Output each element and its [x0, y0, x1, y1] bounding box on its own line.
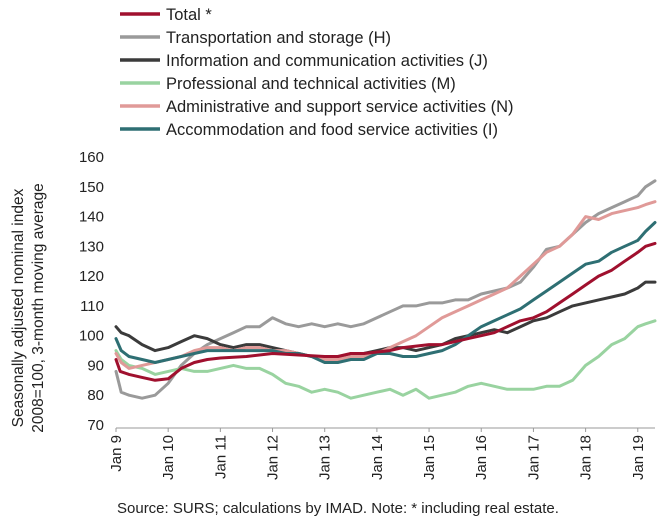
legend-label: Professional and technical activities (M…: [166, 75, 456, 93]
x-axis-tick-labels: Jan 9 Jan 10 Jan 11 Jan 12 Jan 13 Jan 14 Jan 1…: [108, 428, 647, 480]
series-line-5: [114, 221, 657, 364]
legend-label: Total *: [166, 6, 212, 24]
x-tick-label: Jan 11: [212, 435, 229, 479]
legend-label: Accommodation and food service activitie…: [166, 121, 498, 139]
y-tick-label: 160: [79, 149, 104, 166]
x-tick-label: Jan 9: [108, 435, 125, 472]
x-tick-label: Jan 17: [525, 435, 542, 480]
legend-label: Administrative and support service activ…: [166, 98, 514, 116]
legend-label: Transportation and storage (H): [166, 29, 391, 47]
legend-label: Information and communication activities…: [166, 52, 488, 70]
y-axis-title-line-1: Seasonally adjusted nominal index: [10, 188, 27, 427]
x-tick-label: Jan 18: [578, 435, 595, 480]
y-axis-title: Seasonally adjusted nominal index 2008=1…: [10, 183, 47, 432]
x-tick-label: Jan 10: [160, 435, 177, 480]
series-line-3: [114, 319, 657, 400]
x-tick-label: Jan 16: [473, 435, 490, 480]
chart-legend: Total * Transportation and storage (H) Inf…: [120, 6, 514, 139]
y-tick-label: 100: [79, 328, 104, 345]
y-tick-label: 90: [87, 357, 104, 374]
y-tick-label: 80: [87, 387, 104, 404]
series-line-1: [114, 179, 657, 400]
y-tick-label: 130: [79, 238, 104, 255]
y-tick-label: 70: [87, 417, 104, 434]
series-line-0: [114, 241, 657, 382]
y-tick-label: 140: [79, 209, 104, 226]
source-note: Source: SURS; calculations by IMAD. Note…: [117, 500, 559, 517]
y-axis-tick-labels: 70 80 90 100 110 120 130 140 150 160: [79, 149, 104, 434]
y-tick-label: 120: [79, 268, 104, 285]
y-axis-title-line-2: 2008=100, 3-month moving average: [30, 183, 47, 432]
y-tick-label: 110: [80, 298, 104, 315]
x-tick-label: Jan 13: [317, 435, 334, 480]
x-tick-label: Jan 14: [369, 435, 386, 480]
x-tick-label: Jan 19: [630, 435, 647, 480]
y-tick-label: 150: [79, 179, 104, 196]
series-line-4: [114, 200, 657, 370]
plot-area: [114, 179, 657, 400]
x-tick-label: Jan 12: [265, 435, 282, 480]
x-tick-label: Jan 15: [421, 435, 438, 480]
